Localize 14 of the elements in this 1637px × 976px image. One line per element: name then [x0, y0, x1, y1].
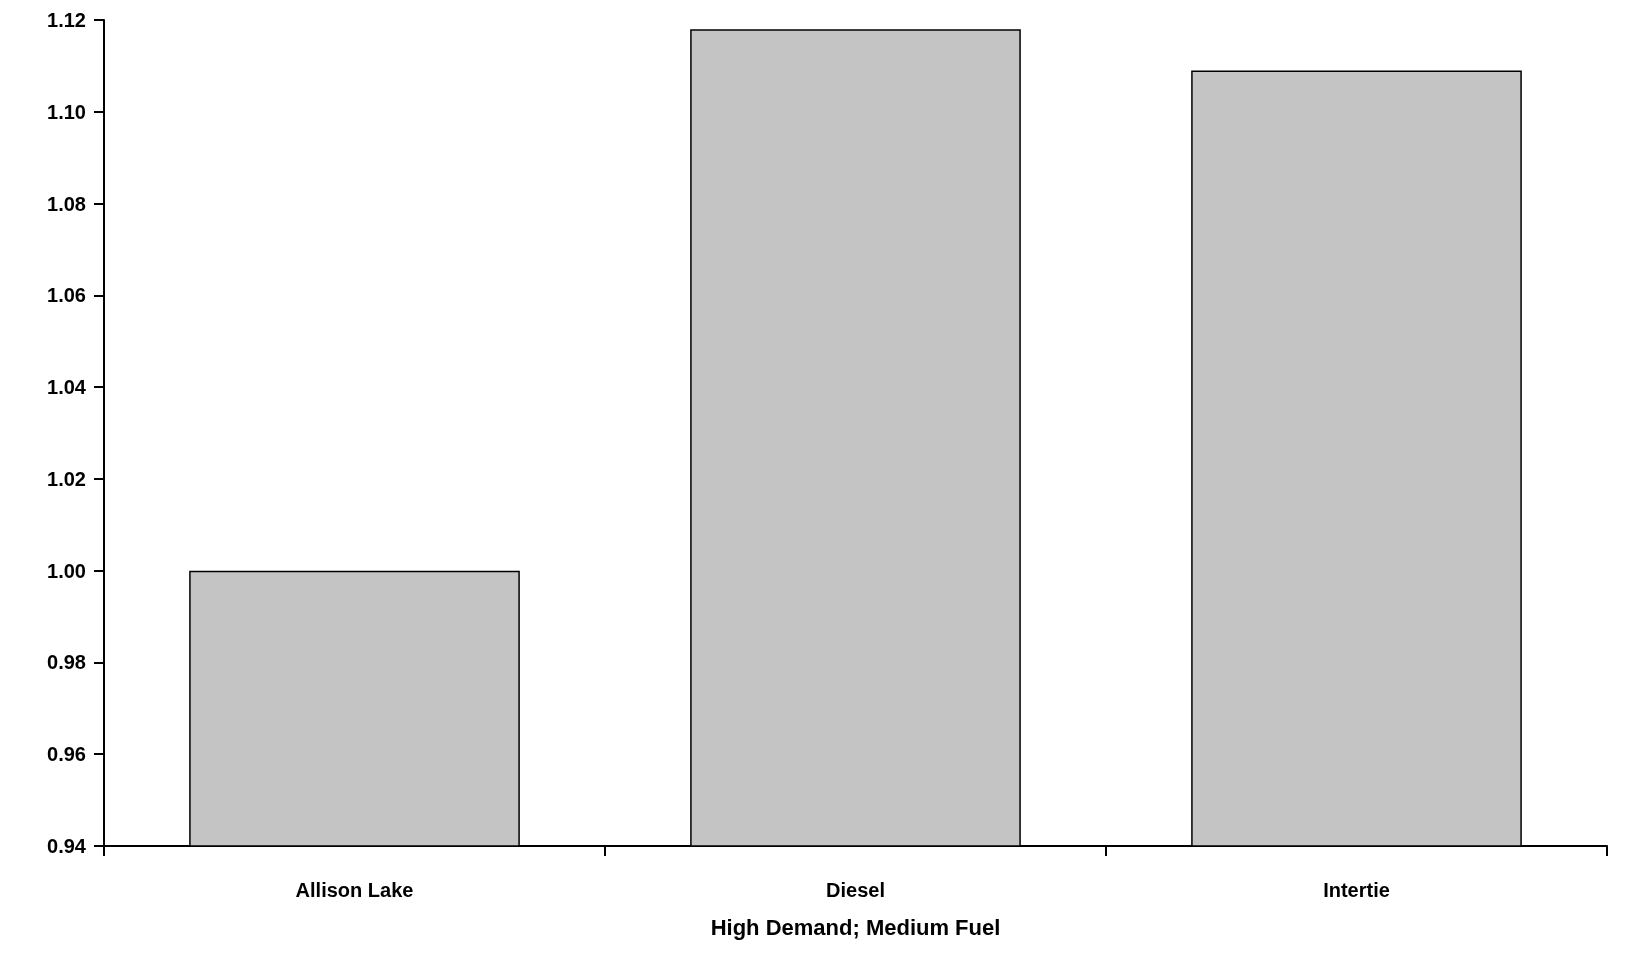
y-tick-label: 1.06: [47, 284, 86, 307]
y-tick-label: 1.04: [47, 376, 87, 399]
x-tick-label: Diesel: [826, 879, 885, 901]
y-tick-label: 1.08: [47, 192, 86, 215]
y-tick-label: 1.00: [47, 559, 86, 582]
x-tick-label: Allison Lake: [295, 879, 414, 901]
y-tick-label: 0.96: [47, 743, 86, 766]
y-tick-label: 1.02: [47, 467, 86, 490]
y-tick-label: 0.94: [47, 835, 87, 857]
x-axis-title: High Demand; Medium Fuel: [710, 914, 1001, 940]
y-tick-label: 1.12: [47, 9, 86, 31]
x-tick-label: Intertie: [1323, 879, 1390, 901]
y-tick-label: 1.10: [47, 100, 86, 123]
y-tick-label: 0.98: [47, 651, 86, 674]
